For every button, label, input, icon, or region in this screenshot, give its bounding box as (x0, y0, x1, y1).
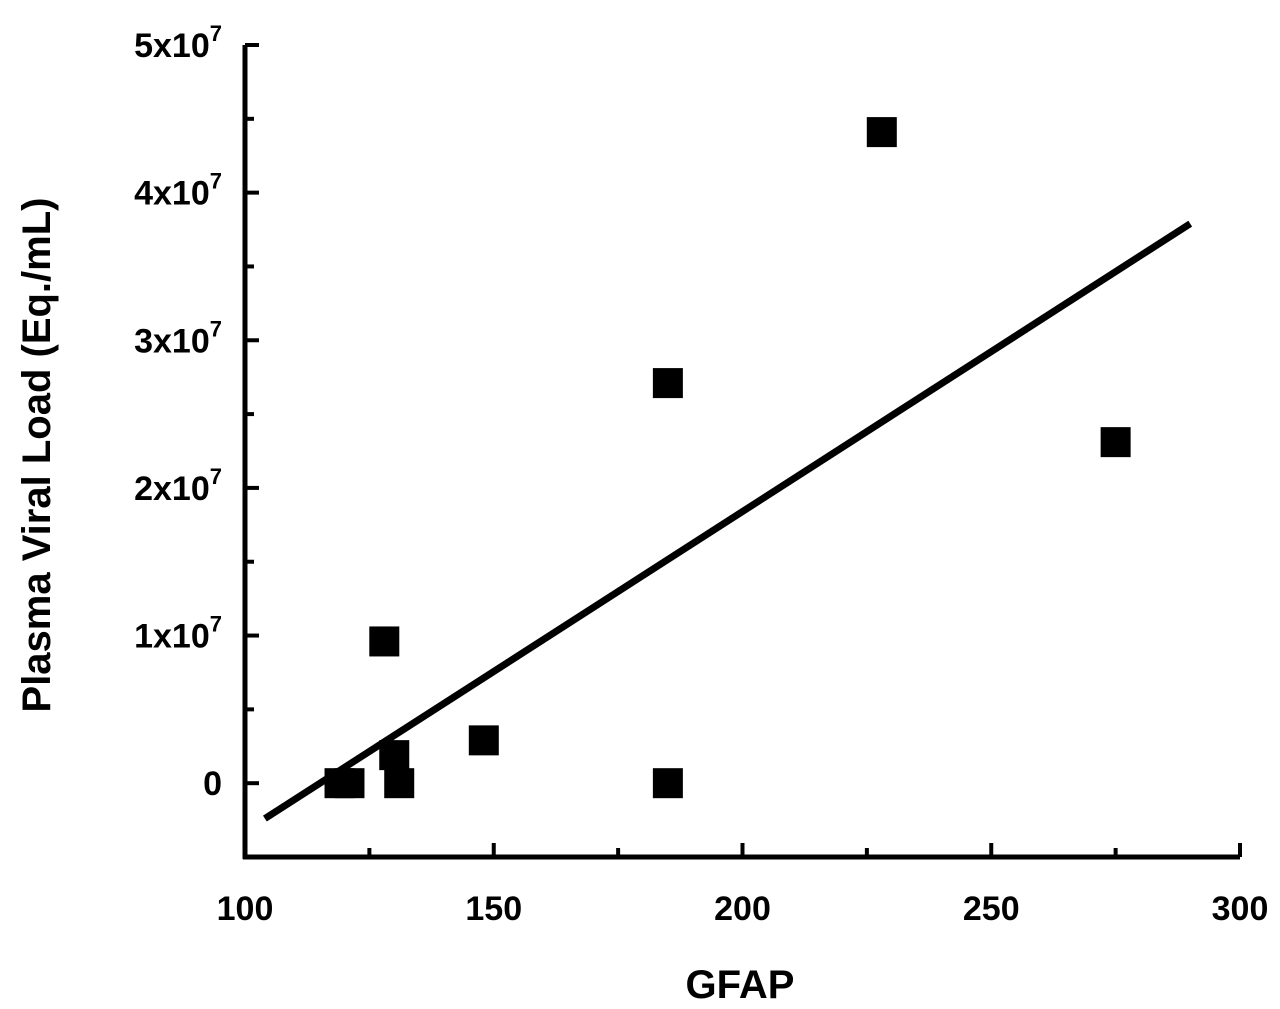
data-point (652, 368, 683, 399)
x-axis-title: GFAP (686, 963, 795, 1007)
y-tick-label: 3x107 (134, 316, 222, 360)
data-point (1100, 427, 1131, 458)
data-points (324, 117, 1131, 799)
data-point (468, 725, 499, 756)
regression-line (263, 220, 1193, 822)
y-tick-labels: 0 1x107 2x107 3x107 4x107 5x107 (134, 21, 222, 803)
data-point (866, 117, 897, 148)
y-tick-label: 0 (203, 765, 222, 803)
y-tick-label: 5x107 (134, 21, 222, 65)
y-tick-label: 4x107 (134, 169, 222, 213)
data-point (379, 740, 410, 771)
x-tick-label: 200 (714, 890, 771, 928)
x-tick-label: 300 (1212, 890, 1269, 928)
x-tick-label: 150 (465, 890, 522, 928)
y-tick-label: 1x107 (134, 612, 222, 656)
data-point (334, 768, 365, 799)
data-point (384, 768, 415, 799)
data-point (369, 626, 400, 657)
axes (242, 43, 1242, 860)
fit-line-group (263, 220, 1193, 822)
x-tick-label: 250 (963, 890, 1020, 928)
y-tick-label: 2x107 (134, 464, 222, 508)
x-tick-labels: 100 150 200 250 300 (217, 890, 1269, 928)
data-point (652, 768, 683, 799)
y-axis-title: Plasma Viral Load (Eq./mL) (15, 198, 59, 713)
x-tick-label: 100 (217, 890, 274, 928)
